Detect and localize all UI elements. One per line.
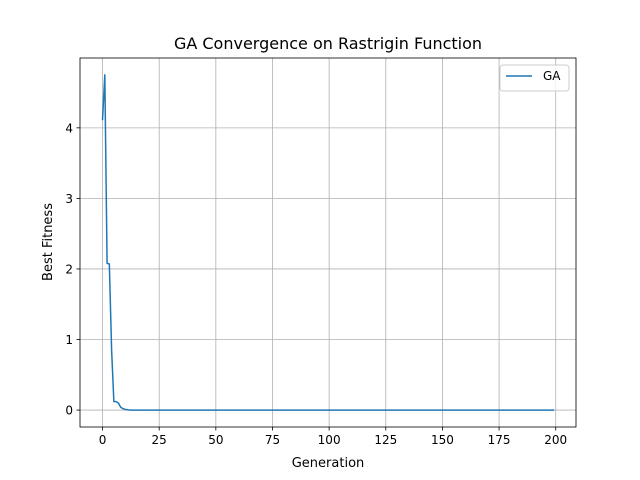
legend-box — [499, 64, 570, 92]
y-tick-label: 0 — [65, 404, 73, 418]
x-tick-label: 175 — [488, 433, 511, 447]
series-layer — [101, 74, 555, 411]
y-tick-label: 1 — [65, 333, 73, 347]
y-tick-label: 4 — [65, 121, 73, 135]
plot-frame — [79, 57, 577, 428]
series-line-ga — [101, 74, 555, 411]
x-tick-label: 100 — [318, 433, 341, 447]
legend-label-ga: GA — [543, 69, 561, 83]
y-tick-label: 2 — [65, 262, 73, 276]
x-axis-label: Generation — [292, 456, 365, 471]
legend: GA — [499, 64, 570, 92]
ticks: 0 25 50 75 100 125 150 175 200 0 1 2 3 4 — [65, 121, 567, 447]
x-tick-label: 150 — [431, 433, 454, 447]
y-tick-label: 3 — [65, 192, 73, 206]
x-tick-label: 0 — [99, 433, 107, 447]
x-tick-label: 125 — [374, 433, 397, 447]
chart-title: GA Convergence on Rastrigin Function — [174, 34, 482, 53]
x-tick-label: 50 — [208, 433, 223, 447]
x-tick-label: 200 — [544, 433, 567, 447]
y-axis-label: Best Fitness — [41, 203, 56, 281]
x-tick-label: 75 — [265, 433, 280, 447]
x-tick-label: 25 — [152, 433, 167, 447]
